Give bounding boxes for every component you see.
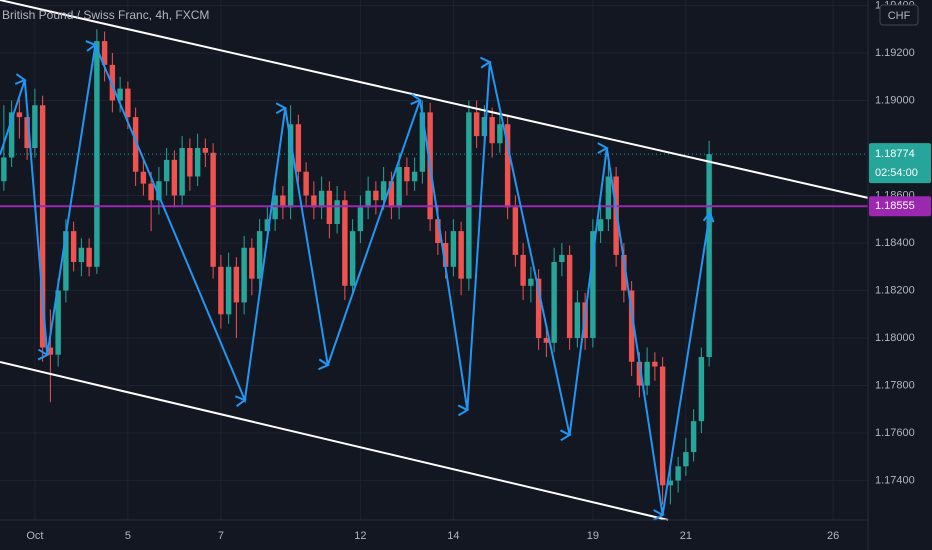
candle-body (326, 190, 333, 225)
x-tick-label: 12 (354, 530, 366, 542)
candle-body (318, 190, 325, 208)
candle-body (551, 262, 557, 343)
candle-body (698, 357, 705, 422)
zigzag-drawing (0, 45, 710, 515)
axes: 1.194001.192001.190001.186001.184001.182… (26, 0, 931, 542)
x-tick-label: 7 (218, 530, 224, 542)
candle-body (466, 112, 472, 279)
candle-body (559, 254, 565, 263)
y-tick-label: 1.18000 (875, 332, 915, 344)
candle-body (512, 207, 519, 255)
candle-body (256, 231, 263, 279)
candle-body (652, 361, 658, 367)
y-tick-label: 1.17600 (875, 427, 915, 439)
candle-body (365, 190, 371, 208)
candle-body (125, 88, 131, 118)
candle-body (411, 171, 418, 182)
candle-body (690, 421, 697, 453)
chart-title: British Pound / Swiss Franc, 4h, FXCM (2, 8, 209, 22)
candle-body (450, 231, 457, 267)
y-tick-label: 1.18200 (875, 284, 915, 296)
candle-body (473, 112, 480, 137)
candle-body (566, 254, 573, 339)
candle-body (574, 302, 581, 339)
candle-body (218, 266, 224, 315)
candle-body (295, 124, 302, 172)
x-tick-label: 21 (680, 530, 692, 542)
currency-badge (879, 4, 919, 26)
candle-body (675, 466, 681, 481)
y-tick-label: 1.19000 (875, 94, 915, 106)
candle-body (225, 266, 232, 315)
currency-label: CHF (888, 10, 911, 22)
x-tick-label: 5 (125, 530, 131, 542)
candle-body (644, 361, 650, 386)
candle-body (528, 278, 534, 286)
x-tick-label: 26 (827, 530, 839, 542)
candle-body (605, 176, 612, 220)
candle-body (140, 171, 147, 184)
y-tick-label: 1.17400 (875, 474, 915, 486)
countdown-label: 02:54:00 (875, 167, 918, 179)
y-tick-label: 1.19200 (875, 47, 915, 59)
overlays (0, 0, 869, 521)
candle-body (171, 159, 178, 196)
horizontal-line-label: 1.18555 (875, 200, 915, 212)
candle-body (349, 231, 356, 286)
candle-body (8, 112, 15, 158)
candle-body (520, 254, 526, 286)
horizontal-line-badge (869, 196, 931, 217)
candle-body (194, 147, 201, 177)
candle-body (342, 200, 348, 286)
x-tick-label: 14 (447, 530, 459, 542)
candle-body (357, 207, 364, 232)
candle-body (86, 247, 92, 267)
candle-body (202, 147, 209, 153)
candle-body (334, 200, 340, 225)
candle-body (210, 152, 216, 267)
candle-body (241, 247, 247, 303)
candle-body (233, 266, 240, 303)
candle-body (32, 105, 38, 148)
candle-body (16, 112, 23, 118)
y-tick-label: 1.17800 (875, 379, 915, 391)
x-tick-label: Oct (26, 530, 43, 542)
last-price-label: 1.18774 (875, 148, 915, 160)
candle-body (148, 183, 154, 201)
last-price-badge (869, 143, 931, 184)
candle-body (497, 124, 503, 144)
candle-body (659, 366, 666, 486)
candle-body (396, 166, 402, 208)
candle-body (163, 159, 170, 182)
candle-body (78, 247, 85, 263)
candle-body (1, 157, 7, 182)
x-tick-label: 19 (587, 530, 599, 542)
candle-body (303, 171, 309, 196)
candle-body (489, 117, 495, 144)
candle-body (249, 247, 255, 279)
candle-body (683, 452, 689, 467)
candle-body (179, 147, 185, 196)
candle-body (187, 147, 193, 177)
candle-body (458, 231, 464, 279)
candle-body (70, 231, 77, 263)
candle-body (373, 190, 379, 201)
candle-body (404, 166, 410, 182)
candle-body (706, 154, 712, 358)
candle-body (597, 219, 604, 232)
y-tick-label: 1.18400 (875, 237, 915, 249)
